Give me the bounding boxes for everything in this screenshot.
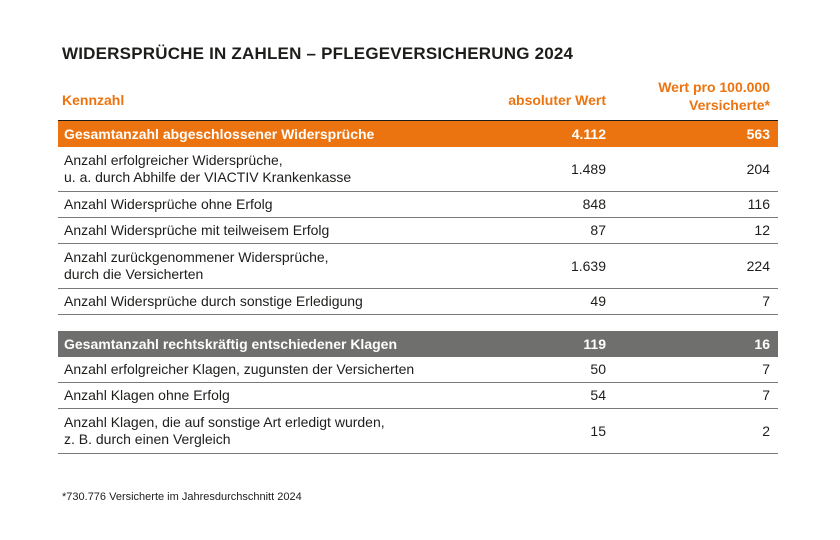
row-label: Anzahl Widersprüche mit teilweisem Erfol… [64,222,330,238]
header-kennzahl: Kennzahl [62,92,125,108]
row-label: Anzahl Klagen ohne Erfolg [64,387,230,403]
total-row-klagen: Gesamtanzahl rechtskräftig entschiedener… [58,331,778,357]
total-absolute: 4.112 [571,126,606,142]
row-absolute: 1.639 [570,258,606,274]
row-per-100000: 116 [747,196,770,212]
header-absoluter-wert: absoluter Wert [508,92,606,108]
table-header: Kennzahl absoluter Wert Wert pro 100.000… [58,76,778,120]
row-per-100000: 12 [754,222,770,238]
row-label: Anzahl zurückgenommener Widersprüche, dur… [64,249,329,282]
total-per-100000: 563 [746,126,770,142]
row-per-100000: 2 [762,423,770,439]
table-row: Anzahl Klagen ohne Erfolg 54 7 [58,383,778,409]
page-title: WIDERSPRÜCHE IN ZAHLEN – PFLEGEVERSICHER… [62,44,574,63]
row-absolute: 49 [590,293,606,309]
table-row: Anzahl zurückgenommener Widersprüche, dur… [58,244,778,289]
total-row-widersprueche: Gesamtanzahl abgeschlossener Widersprüch… [58,121,778,147]
row-per-100000: 224 [746,258,770,274]
row-absolute: 50 [590,361,606,377]
total-absolute: 119 [583,336,606,352]
statistics-table: Kennzahl absoluter Wert Wert pro 100.000… [58,76,778,454]
row-per-100000: 7 [762,387,770,403]
row-per-100000: 7 [762,293,770,309]
total-label: Gesamtanzahl rechtskräftig entschiedener… [64,336,397,352]
section-gap [58,315,778,331]
row-label: Anzahl erfolgreicher Klagen, zugunsten d… [64,361,415,377]
table-row: Anzahl erfolgreicher Widersprüche, u. a. … [58,147,778,192]
row-label: Anzahl Widersprüche ohne Erfolg [64,196,273,212]
header-wert-pro-100000: Wert pro 100.000 Versicherte* [658,79,770,113]
header-divider [58,120,778,121]
row-label: Anzahl Klagen, die auf sonstige Art erle… [64,414,385,447]
row-label: Anzahl Widersprüche durch sonstige Erled… [64,293,363,309]
footnote: *730.776 Versicherte im Jahresdurchschni… [62,491,302,503]
row-per-100000: 7 [762,361,770,377]
table-row: Anzahl Widersprüche mit teilweisem Erfol… [58,218,778,244]
total-label: Gesamtanzahl abgeschlossener Widersprüch… [64,126,375,142]
row-absolute: 848 [582,196,606,212]
row-absolute: 54 [590,387,606,403]
table-row: Anzahl Widersprüche ohne Erfolg 848 116 [58,192,778,218]
row-per-100000: 204 [746,161,770,177]
table-row: Anzahl Widersprüche durch sonstige Erled… [58,289,778,315]
row-label: Anzahl erfolgreicher Widersprüche, u. a. … [64,152,352,185]
total-per-100000: 16 [754,336,770,352]
table-row: Anzahl erfolgreicher Klagen, zugunsten d… [58,357,778,383]
row-absolute: 87 [590,222,606,238]
row-absolute: 1.489 [570,161,606,177]
row-absolute: 15 [590,423,606,439]
table-row: Anzahl Klagen, die auf sonstige Art erle… [58,409,778,454]
